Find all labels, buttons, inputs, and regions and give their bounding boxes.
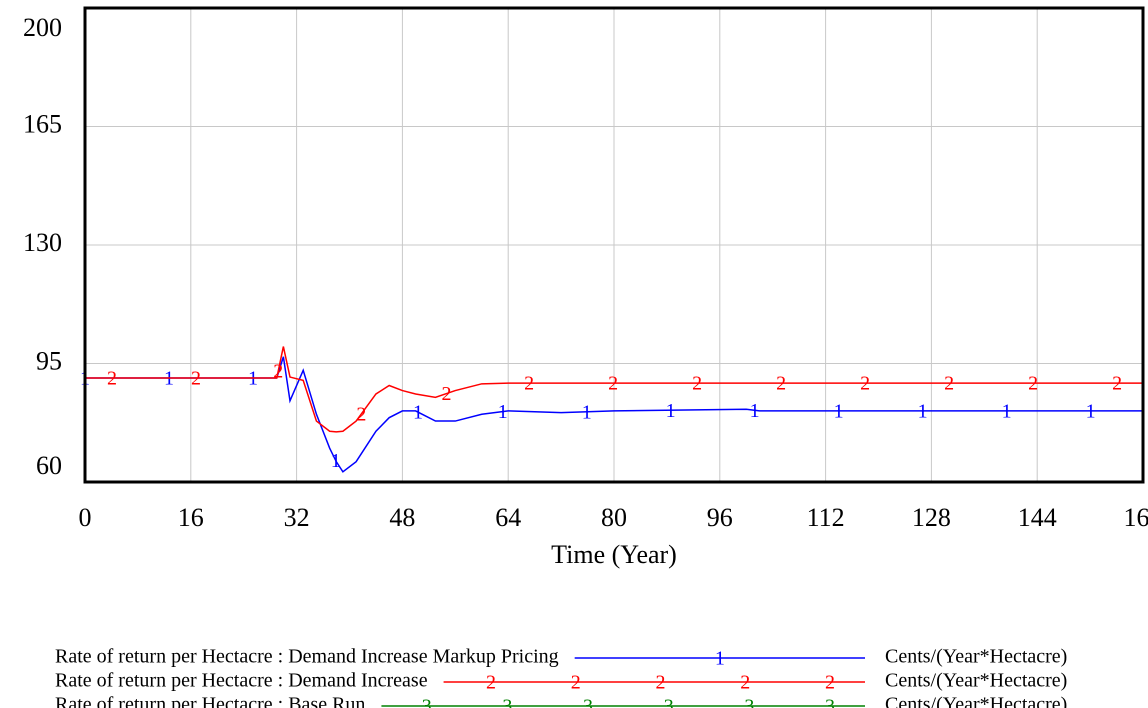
- legend-marker: 1: [715, 648, 725, 670]
- legend-marker: 2: [571, 672, 581, 694]
- x-tick-label: 112: [807, 503, 845, 532]
- series-marker: 2: [107, 368, 117, 390]
- legend-marker: 3: [502, 696, 512, 708]
- legend-marker: 2: [655, 672, 665, 694]
- series-marker: 1: [331, 450, 341, 472]
- series-marker: 1: [918, 400, 928, 422]
- legend-marker: 3: [664, 696, 674, 708]
- y-tick-label: 130: [23, 228, 62, 257]
- legend-marker: 3: [422, 696, 432, 708]
- y-tick-label: 165: [23, 109, 62, 138]
- x-tick-label: 144: [1018, 503, 1057, 532]
- x-tick-label: 96: [707, 503, 733, 532]
- legend-label: Rate of return per Hectacre : Base Run: [55, 694, 365, 708]
- series-marker: 2: [1028, 373, 1038, 395]
- legend-marker: 3: [583, 696, 593, 708]
- x-tick-label: 160: [1124, 503, 1148, 532]
- series-marker: 2: [860, 373, 870, 395]
- series-marker: 1: [413, 402, 423, 424]
- series-marker: 1: [750, 400, 760, 422]
- legend-units: Cents/(Year*Hectacre): [885, 694, 1067, 708]
- series-line: [85, 356, 1143, 473]
- x-tick-label: 128: [912, 503, 951, 532]
- series-line: [85, 346, 1143, 433]
- series-marker: 1: [1002, 400, 1012, 422]
- series-marker: 2: [776, 373, 786, 395]
- series-marker: 2: [441, 383, 451, 405]
- legend-marker: 2: [740, 672, 750, 694]
- series-marker: 2: [692, 373, 702, 395]
- series-marker: 1: [834, 400, 844, 422]
- x-axis-label: Time (Year): [551, 540, 677, 569]
- legend-marker: 3: [825, 696, 835, 708]
- series-marker: 2: [524, 373, 534, 395]
- legend-marker: 2: [486, 672, 496, 694]
- x-tick-label: 64: [495, 503, 521, 532]
- legend-units: Cents/(Year*Hectacre): [885, 646, 1067, 668]
- series-marker: 2: [944, 373, 954, 395]
- x-tick-label: 80: [601, 503, 627, 532]
- series-marker: 2: [608, 373, 618, 395]
- legend-marker: 2: [825, 672, 835, 694]
- x-tick-label: 48: [389, 503, 415, 532]
- y-tick-label: 60: [36, 451, 62, 480]
- series-marker: 2: [1112, 373, 1122, 395]
- series-marker: 1: [1086, 400, 1096, 422]
- legend-label: Rate of return per Hectacre : Demand Inc…: [55, 670, 428, 692]
- legend-units: Cents/(Year*Hectacre): [885, 670, 1067, 692]
- x-tick-label: 32: [284, 503, 310, 532]
- y-tick-label: 95: [36, 346, 62, 375]
- x-tick-label: 0: [79, 503, 92, 532]
- legend-marker: 3: [744, 696, 754, 708]
- series-marker: 1: [498, 401, 508, 423]
- x-tick-label: 16: [178, 503, 204, 532]
- series-marker: 1: [666, 400, 676, 422]
- plot-frame: [83, 6, 1145, 484]
- series-marker: 2: [356, 404, 366, 426]
- series-marker: 1: [582, 401, 592, 423]
- legend-label: Rate of return per Hectacre : Demand Inc…: [55, 646, 559, 668]
- series-marker: 2: [191, 368, 201, 390]
- y-tick-label: 200: [23, 13, 62, 42]
- series-marker: 2: [273, 361, 283, 383]
